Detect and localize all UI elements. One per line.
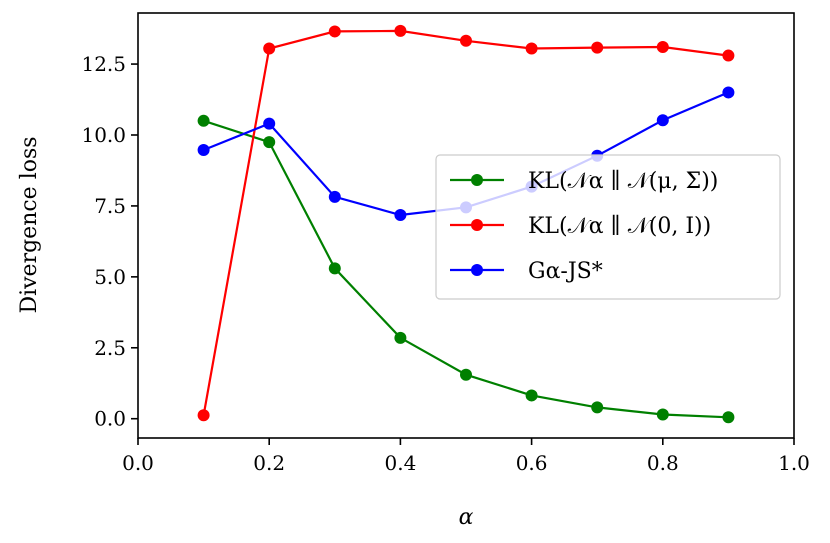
x-tick-label: 0.0 <box>122 451 154 475</box>
series-2-point <box>525 42 538 55</box>
series-3-point <box>328 190 341 203</box>
legend-label: KL(𝒩α ∥ 𝒩(0, I)) <box>528 214 711 239</box>
legend-label: Gα-JS* <box>528 259 603 284</box>
plot-area-frame <box>137 12 795 439</box>
series-1-point <box>328 262 341 275</box>
series-3-point <box>263 117 276 130</box>
series-2-point <box>460 34 472 47</box>
series-1-point <box>460 368 472 381</box>
y-tick-label: 5.0 <box>94 265 126 289</box>
series-2-point <box>328 25 341 38</box>
y-axis-ticks: 0.0 2.5 5.0 7.5 10.0 12.5 <box>81 52 138 431</box>
series-1-point <box>525 389 538 402</box>
series-1-point <box>263 136 276 149</box>
y-tick-label: 2.5 <box>94 336 126 360</box>
legend: KL(𝒩α ∥ 𝒩(μ, Σ)) KL(𝒩α ∥ 𝒩(0, I)) Gα-JS* <box>435 154 781 300</box>
legend-swatch-marker <box>471 264 483 276</box>
legend-swatch-marker <box>471 174 483 186</box>
series-1-point <box>591 401 604 414</box>
series-3-point <box>197 144 210 157</box>
x-axis-title: α <box>459 505 474 530</box>
series-2-point <box>656 41 669 54</box>
x-tick-label: 0.8 <box>647 451 679 475</box>
series-1-point <box>722 411 735 424</box>
series-3-point <box>656 114 669 127</box>
x-tick-label: 0.2 <box>253 451 285 475</box>
legend-box <box>435 154 781 300</box>
series-1-point <box>197 114 210 127</box>
series-2-point <box>722 49 735 62</box>
y-tick-label: 10.0 <box>81 123 126 147</box>
legend-swatch-marker <box>471 219 483 231</box>
series-2-point <box>591 41 604 54</box>
series-2-point <box>197 409 210 422</box>
series-2-point <box>394 24 407 37</box>
x-tick-label: 1.0 <box>778 451 810 475</box>
series-3-point <box>722 86 735 99</box>
y-tick-label: 7.5 <box>94 194 126 218</box>
x-tick-label: 0.4 <box>384 451 416 475</box>
y-tick-label: 0.0 <box>94 407 126 431</box>
series-2-point <box>263 42 276 55</box>
series-1-point <box>394 331 407 344</box>
series-1-point <box>656 408 669 421</box>
series-3-point <box>394 209 407 222</box>
y-axis-title: Divergence loss <box>17 136 42 313</box>
x-tick-label: 0.6 <box>516 451 548 475</box>
x-axis-ticks: 0.0 0.2 0.4 0.6 0.8 1.0 <box>122 438 810 475</box>
y-tick-label: 12.5 <box>81 52 126 76</box>
legend-label: KL(𝒩α ∥ 𝒩(μ, Σ)) <box>528 169 718 194</box>
